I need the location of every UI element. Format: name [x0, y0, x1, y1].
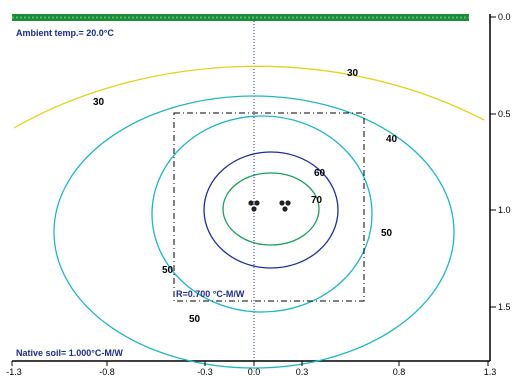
contour-label-60: 60: [314, 168, 326, 179]
x-tick-label: 1.3: [484, 367, 497, 377]
ambient-temperature-label: Ambient temp.= 20.0°C: [16, 28, 114, 38]
x-tick-label: -0.8: [99, 367, 115, 377]
x-tick-label: 0.3: [296, 367, 309, 377]
x-axis-ticks: [11, 361, 489, 366]
backfill-region: [173, 112, 365, 302]
contour-label-50: 50: [381, 228, 393, 239]
backfill-resistivity-label: R=0.700 °C-M/W: [176, 289, 245, 299]
isotherm-50: [151, 115, 373, 313]
y-tick-label: 0.0: [498, 12, 511, 22]
y-tick-label: 1.5: [498, 302, 511, 312]
contour-label-40: 40: [386, 134, 398, 145]
contour-label-30: 30: [93, 97, 105, 108]
isotherm-70: [222, 172, 320, 246]
y-tick-label: 0.5: [498, 109, 511, 119]
x-tick-label: 0.0: [248, 367, 261, 377]
isotherm-40: [53, 95, 455, 369]
y-tick-label: 1.0: [498, 205, 511, 215]
x-tick-label: 0.8: [393, 367, 406, 377]
isotherm-60: [203, 151, 339, 269]
contour-label-70: 70: [311, 195, 323, 206]
contour-label-50: 50: [162, 265, 174, 276]
isotherm-30: [13, 65, 485, 129]
contour-label-50: 50: [189, 314, 201, 325]
native-soil-label: Native soil= 1.000°C-M/W: [16, 348, 123, 358]
y-axis-ticks: [490, 16, 496, 308]
x-tick-label: -1.3: [6, 367, 22, 377]
contour-label-30: 30: [347, 68, 359, 79]
cable-group-right: [279, 200, 291, 212]
cable-group-left: [248, 200, 260, 212]
x-tick-label: -0.3: [197, 367, 213, 377]
